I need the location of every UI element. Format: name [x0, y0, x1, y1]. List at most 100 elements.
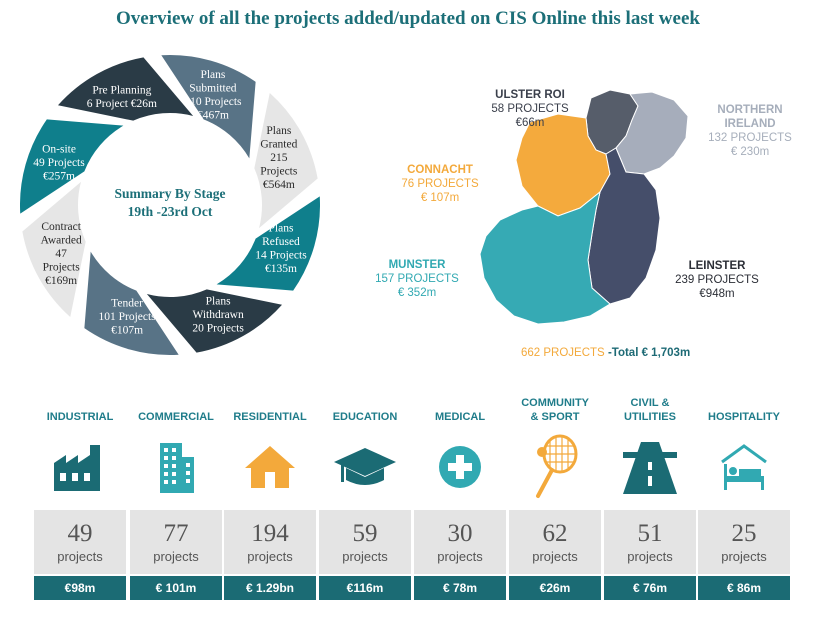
stage-label: Tender 101 Projects €107m: [98, 297, 156, 336]
category-unit: projects: [627, 548, 673, 564]
category-industrial: INDUSTRIAL 49 projects €98m: [34, 392, 126, 600]
road-icon: [623, 442, 677, 494]
category-count-box: 51 projects: [604, 510, 696, 574]
stage-label-line: Projects: [43, 262, 81, 274]
hotel-bed-icon: [721, 444, 767, 490]
stage-label: Plans Granted 215 Projects €564m: [260, 125, 298, 191]
office-building-icon: [160, 443, 194, 493]
category-label: RESIDENTIAL: [233, 411, 307, 423]
region-ulster-projects: 58 PROJECTS: [491, 103, 569, 115]
stage-label-line: €135m: [265, 263, 297, 275]
stage-segment: [254, 92, 318, 229]
stage-label-line: Submitted: [189, 82, 237, 94]
stage-label-line: Plans: [266, 125, 291, 137]
region-leinster-projects: 239 PROJECTS: [675, 274, 759, 286]
category-count-box: 194 projects: [224, 510, 316, 574]
stage-label-line: Plans: [206, 295, 231, 307]
stage-label-line: €257m: [43, 171, 75, 183]
page-title: Overview of all the projects added/updat…: [116, 8, 700, 29]
stage-label-line: 14 Projects: [255, 250, 307, 262]
graduation-cap-icon: [334, 448, 396, 485]
category-count-box: 30 projects: [414, 510, 506, 574]
stage-label-line: Awarded: [41, 235, 82, 247]
category-count: 25: [731, 519, 757, 547]
region-leinster-name: LEINSTER: [688, 260, 746, 272]
region-ulster-value: €66m: [515, 117, 545, 129]
category-count: 77: [163, 519, 189, 547]
category-label: CIVIL & UTILITIES: [624, 397, 676, 423]
stage-label: Plans Withdrawn 20 Projects: [192, 295, 244, 334]
stage-label-line: €107m: [111, 324, 143, 336]
category-count: 194: [251, 519, 289, 547]
stage-label: Plans Refused 14 Projects €135m: [255, 223, 307, 276]
category-medical: MEDICAL 30 projects € 78m: [414, 392, 506, 600]
region-ni-projects: 132 PROJECTS: [708, 132, 792, 144]
stage-segment: [146, 289, 283, 353]
stage-label-line: 47: [55, 248, 67, 260]
region-munster-projects: 157 PROJECTS: [375, 273, 459, 285]
category-count-box: 62 projects: [509, 510, 601, 574]
category-value: €26m: [509, 576, 601, 600]
stage-segment: [161, 55, 256, 159]
region-leinster: LEINSTER 239 PROJECTS €948m: [662, 259, 772, 301]
region-munster-name: MUNSTER: [388, 259, 446, 271]
region-connacht-value: € 107m: [420, 192, 460, 204]
region-ni-value: € 230m: [730, 146, 770, 158]
stage-label: Contract Awarded 47 Projects €169m: [41, 221, 82, 287]
stage-segment: [22, 181, 86, 318]
region-munster-value: € 352m: [397, 287, 437, 299]
stage-segment: [84, 251, 179, 355]
category-unit: projects: [247, 548, 293, 564]
summary-title: Summary By Stage: [115, 186, 226, 201]
category-hospitality: HOSPITALITY 25 projects € 86m: [698, 392, 790, 600]
map-region-munster: [479, 190, 611, 325]
stage-label: On-site 49 Projects €257m: [33, 144, 85, 183]
category-count-box: 49 projects: [34, 510, 126, 574]
category-count-box: 59 projects: [319, 510, 411, 574]
category-label: MEDICAL: [434, 411, 486, 423]
category-label: COMMERCIAL: [138, 411, 214, 423]
category-unit: projects: [437, 548, 483, 564]
stage-label-line: 6 Project €26m: [87, 98, 157, 110]
stage-label-line: 20 Projects: [192, 322, 244, 334]
total-projects: 662 PROJECTS: [521, 347, 605, 359]
stage-label-line: Plans: [200, 69, 225, 81]
category-count: 59: [352, 519, 378, 547]
category-value: € 1.29bn: [224, 576, 316, 600]
house-icon: [245, 446, 295, 488]
category-value: € 86m: [698, 576, 790, 600]
stage-label-line: 101 Projects: [98, 311, 156, 323]
category-education: EDUCATION 59 projects €116m: [319, 392, 411, 600]
stage-label-line: 210 Projects: [184, 96, 242, 108]
stage-label-line: €467m: [197, 109, 229, 121]
category-unit: projects: [57, 548, 103, 564]
category-count: 49: [67, 519, 93, 547]
stage-label-line: Contract: [41, 221, 81, 233]
stage-label-line: Plans: [269, 223, 294, 235]
category-community: COMMUNITY & SPORT 62 projects €26m: [509, 392, 601, 600]
map-region-ni: [615, 91, 689, 175]
region-munster: MUNSTER 157 PROJECTS € 352m: [362, 258, 472, 300]
category-count: 51: [637, 519, 663, 547]
category-label: EDUCATION: [332, 411, 398, 423]
region-connacht: CONNACHT 76 PROJECTS € 107m: [385, 163, 495, 205]
region-ulster: ULSTER ROI 58 PROJECTS €66m: [480, 88, 580, 130]
stage-label-line: 49 Projects: [33, 157, 85, 169]
category-unit: projects: [153, 548, 199, 564]
stage-label-line: Refused: [262, 236, 300, 248]
stage-label-line: Tender: [111, 297, 143, 309]
total-sum: -Total € 1,703m: [607, 347, 691, 359]
tennis-racket-icon: [536, 434, 578, 498]
region-ulster-name: ULSTER ROI: [495, 89, 565, 101]
stage-segment: [20, 119, 124, 214]
category-label: INDUSTRIAL: [46, 411, 114, 423]
stage-label-line: Pre Planning: [92, 84, 151, 96]
region-ni-name: NORTHERN IRELAND: [717, 104, 783, 130]
category-residential: RESIDENTIAL 194 projects € 1.29bn: [224, 392, 316, 600]
category-count-box: 25 projects: [698, 510, 790, 574]
category-unit: projects: [342, 548, 388, 564]
stage-label-line: €564m: [263, 179, 295, 191]
total-summary: 662 PROJECTS -Total € 1,703m: [521, 347, 690, 359]
category-unit: projects: [721, 548, 767, 564]
